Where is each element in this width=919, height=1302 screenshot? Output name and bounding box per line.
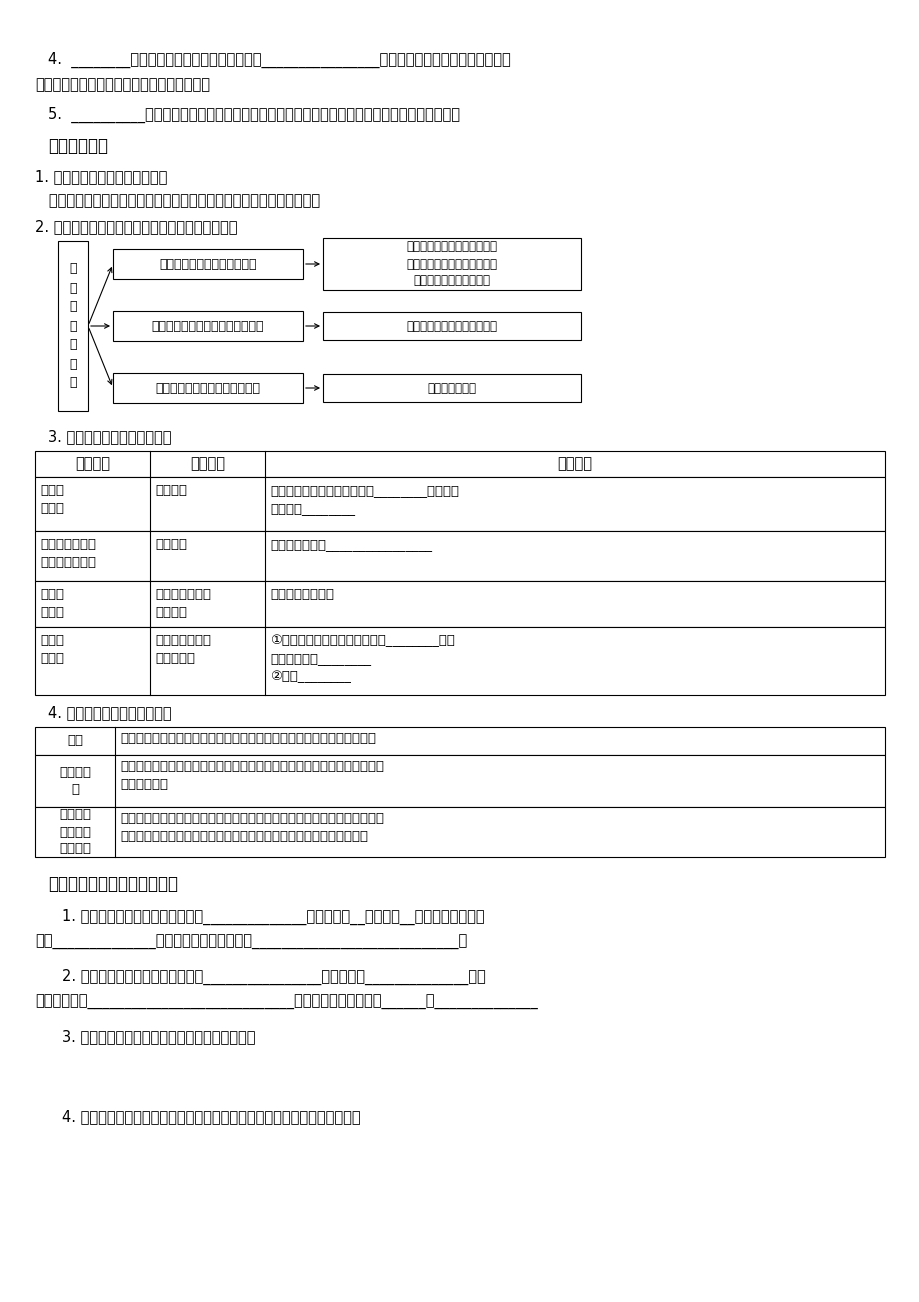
Text: 污染空气: 污染空气 (154, 484, 187, 497)
Bar (35, 628, 884, 695)
Bar (58, 241, 88, 411)
Bar (35, 581, 884, 628)
Bar (113, 249, 302, 279)
Text: 化工厂
炼油厂: 化工厂 炼油厂 (40, 589, 64, 618)
Bar (35, 755, 884, 807)
Text: ①工厂设置在居民区最小风频的________或与
常年盛行风向________
②远离________: ①工厂设置在居民区最小风频的________或与 常年盛行风向________ … (269, 634, 454, 684)
Bar (323, 238, 581, 290)
Text: 印染厂、造纸厂
电镀厂、皮革厂: 印染厂、造纸厂 电镀厂、皮革厂 (40, 538, 96, 569)
Text: 3. 环境因素对工业区位的影响: 3. 环境因素对工业区位的影响 (48, 428, 171, 444)
Text: 工业产业对信息的依赖程度提高: 工业产业对信息的依赖程度提高 (155, 381, 260, 395)
Text: 污染类型: 污染类型 (190, 457, 225, 471)
Bar (35, 531, 884, 581)
Text: 5.  __________的理念和心理因素，也成为重要的工业区位因素之一，有时甚至会成为主导因素。: 5. __________的理念和心理因素，也成为重要的工业区位因素之一，有时甚… (48, 107, 460, 124)
Bar (35, 807, 884, 857)
Text: 售市场主要为____________________________；其他的区位因素还有______、______________: 售市场主要为____________________________；其他的区位… (35, 995, 538, 1010)
Text: 工厂设置在居民区最小风频的________或与常年
盛行风向________: 工厂设置在居民区最小风频的________或与常年 盛行风向________ (269, 484, 459, 516)
Bar (113, 372, 302, 404)
Text: 工业生产机械化、自动化水平提高: 工业生产机械化、自动化水平提高 (152, 319, 264, 332)
Bar (323, 312, 581, 340)
Text: 空气污染，固体
废弃物污染: 空气污染，固体 废弃物污染 (154, 634, 210, 665)
Bar (323, 374, 581, 402)
Bar (113, 311, 302, 341)
Text: 科学技术的进步、市场需求的变化、社会经济的发展、环境的变化等。: 科学技术的进步、市场需求的变化、社会经济的发展、环境的变化等。 (35, 193, 320, 208)
Text: 对市场依赖加强: 对市场依赖加强 (427, 381, 476, 395)
Text: 要为______________等，其他的区位因素还有____________________________。: 要为______________等，其他的区位因素还有_____________… (35, 935, 467, 950)
Text: 4. 社会因素对工业区位的影响: 4. 社会因素对工业区位的影响 (48, 704, 172, 720)
Text: 2. 宝钢的区位因素分析：煤炭来自________________；铁矿来自______________；销: 2. 宝钢的区位因素分析：煤炭来自________________；铁矿来自__… (62, 969, 485, 986)
Text: 1. 影响工业区位因素变化的因素: 1. 影响工业区位因素变化的因素 (35, 169, 167, 184)
Text: 促进生产规模扩大，工业集聚: 促进生产规模扩大，工业集聚 (406, 319, 497, 332)
Bar (35, 477, 884, 531)
Text: 3. 鞍钢和宝钢在区位选择上最大的不同是什么？: 3. 鞍钢和宝钢在区位选择上最大的不同是什么？ (62, 1029, 255, 1044)
Text: 交通条件改善和运输能力提高: 交通条件改善和运输能力提高 (159, 258, 256, 271)
Text: 水泥厂
酿造厂: 水泥厂 酿造厂 (40, 484, 64, 516)
Text: 污染水源: 污染水源 (154, 538, 187, 551)
Text: 4. 大型钢铁企业转向沿海钢铁消费区布局，科学技术在其中起了什么作用？: 4. 大型钢铁企业转向沿海钢铁消费区布局，科学技术在其中起了什么作用？ (62, 1109, 360, 1124)
Text: 文化传统
消费习惯
客户类型: 文化传统 消费习惯 客户类型 (59, 809, 91, 855)
Text: 以上两点均应考虑: 以上两点均应考虑 (269, 589, 334, 602)
Text: 工业部门: 工业部门 (75, 457, 110, 471)
Bar (35, 450, 884, 477)
Text: 优惠政策会影响用地、交通、基础设施等区位因素，使之有利于投资办厂: 优惠政策会影响用地、交通、基础设施等区位因素，使之有利于投资办厂 (119, 732, 376, 745)
Text: 因文化传统、消费习惯的地区差异，对同类产品的具体要求不同；而不同的
客户类型如年龄、性别、职业、受教育水平对同类产品的具体要求不同: 因文化传统、消费习惯的地区差异，对同类产品的具体要求不同；而不同的 客户类型如年… (119, 812, 383, 842)
Text: 【活动导引】或【案例剖析】: 【活动导引】或【案例剖析】 (48, 875, 177, 893)
Text: 企业决策
者: 企业决策 者 (59, 766, 91, 796)
Text: 污水排放口远离________________: 污水排放口远离________________ (269, 538, 432, 551)
Text: 等区位因素都会发生有利于投资办厂的变化。: 等区位因素都会发生有利于投资办厂的变化。 (35, 77, 210, 92)
Bar (35, 727, 884, 755)
Text: 既污染水源，又
污染大气: 既污染水源，又 污染大气 (154, 589, 210, 618)
Text: 1. 鞍钢的区位因素分析：煤炭来自______________；铁矿来自__当地供应__；早期消费市场主: 1. 鞍钢的区位因素分析：煤炭来自______________；铁矿来自__当地… (62, 909, 484, 926)
Text: 发电厂
钢铁厂: 发电厂 钢铁厂 (40, 634, 64, 665)
Text: 4.  ________也会成为重要的工业区位因素。在________________的影响下，用地、交通、基础设施: 4. ________也会成为重要的工业区位因素。在______________… (48, 52, 510, 68)
Text: 区位选择: 区位选择 (557, 457, 592, 471)
Text: 2. 科学技术的进步对其他区位因素及其作用的影响: 2. 科学技术的进步对其他区位因素及其作用的影响 (35, 219, 237, 234)
Text: 【重难剖析】: 【重难剖析】 (48, 137, 108, 155)
Text: 对动力和原料产地依赖减弱，
缩短了生产地和消费地之间的
距离，区位选择更灵活。: 对动力和原料产地依赖减弱， 缩短了生产地和消费地之间的 距离，区位选择更灵活。 (406, 241, 497, 288)
Text: 其理念和心理因素，有时会成为主导因素。如台港澳同胞、海外侨胞回国、
回乡投资建厂: 其理念和心理因素，有时会成为主导因素。如台港澳同胞、海外侨胞回国、 回乡投资建厂 (119, 760, 383, 792)
Text: 政策: 政策 (67, 734, 83, 747)
Text: 科
学
技
术
的
进
步: 科 学 技 术 的 进 步 (69, 263, 76, 389)
